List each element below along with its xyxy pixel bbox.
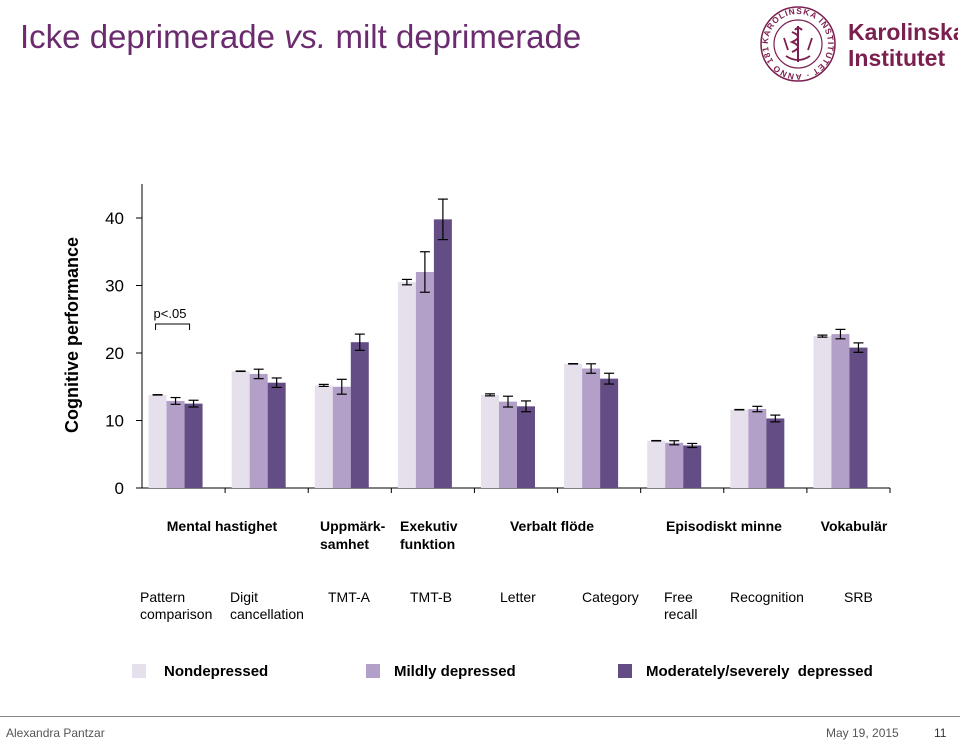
footer-page-number: 11 [934, 726, 947, 740]
category-label: SRB [844, 589, 873, 605]
bar [184, 403, 203, 488]
title-part1: Icke deprimerade [20, 18, 285, 55]
bar [397, 282, 416, 488]
significance-annotation: p<.05 [154, 306, 187, 321]
bar [166, 400, 185, 488]
category-label: TMT-B [410, 589, 452, 605]
domain-label: Mental hastighet [167, 518, 278, 534]
domain-label: funktion [400, 536, 455, 552]
bar [665, 442, 684, 488]
bar [231, 371, 250, 488]
bar [766, 418, 785, 488]
bar [564, 363, 583, 488]
y-tick-label: 40 [105, 209, 124, 228]
category-label: cancellation [230, 606, 304, 622]
legend-swatch [132, 664, 146, 678]
bar [730, 409, 749, 488]
bar [813, 336, 832, 488]
footer-divider [0, 716, 960, 717]
logo-line1: Karolinska [848, 19, 958, 45]
bar-chart: 0 10 20 30 40 Cognitive performance p<.05 Menta… [62, 184, 891, 680]
legend-swatch [618, 664, 632, 678]
category-label: Pattern [140, 589, 185, 605]
domain-label: samhet [320, 536, 369, 552]
karolinska-logo: KAROLINSKA INSTITUTET · ANNO 1810 Karoli… [758, 4, 958, 82]
legend-label: Mildly depressed [394, 663, 516, 680]
y-tick-label: 0 [115, 479, 124, 498]
category-label: Category [582, 589, 639, 605]
y-tick-label: 30 [105, 277, 124, 296]
bar [249, 373, 268, 488]
bar [517, 406, 535, 488]
category-label: Recognition [730, 589, 804, 605]
bar [849, 347, 868, 488]
bar [148, 394, 167, 488]
category-label: Letter [500, 589, 536, 605]
bar [415, 272, 434, 488]
bar [600, 378, 619, 488]
bar [683, 445, 702, 488]
bar [748, 409, 767, 488]
y-axis-title: Cognitive performance [62, 237, 82, 433]
bar [314, 385, 333, 488]
category-label: recall [664, 606, 697, 622]
bar [350, 342, 369, 488]
legend-label: Moderately/severely depressed [646, 663, 873, 680]
category-label: Free [664, 589, 693, 605]
bar [267, 382, 286, 488]
bar [831, 334, 850, 488]
bar [332, 386, 351, 488]
title-vs: vs. [284, 18, 327, 55]
logo-line2: Institutet [848, 45, 945, 71]
bar [647, 440, 666, 488]
category-label: Digit [230, 589, 258, 605]
footer-date: May 19, 2015 [826, 726, 899, 740]
bar [582, 368, 601, 488]
footer-author: Alexandra Pantzar [6, 726, 105, 740]
category-label: comparison [140, 606, 212, 622]
domain-label: Vokabulär [821, 518, 888, 534]
bar [499, 401, 517, 488]
slide-title: Icke deprimerade vs. milt deprimerade [20, 18, 581, 56]
domain-label: Uppmärk- [320, 518, 386, 534]
bar [433, 219, 452, 488]
domain-label: Verbalt flöde [510, 518, 594, 534]
legend-label: Nondepressed [164, 663, 268, 680]
domain-label: Exekutiv [400, 518, 458, 534]
category-label: TMT-A [328, 589, 371, 605]
y-tick-label: 10 [105, 412, 124, 431]
domain-label: Episodiskt minne [666, 518, 782, 534]
y-tick-label: 20 [105, 344, 124, 363]
bar [481, 394, 499, 488]
significance-bracket [155, 323, 191, 330]
legend-swatch [366, 664, 380, 678]
title-part2: milt deprimerade [326, 18, 582, 55]
